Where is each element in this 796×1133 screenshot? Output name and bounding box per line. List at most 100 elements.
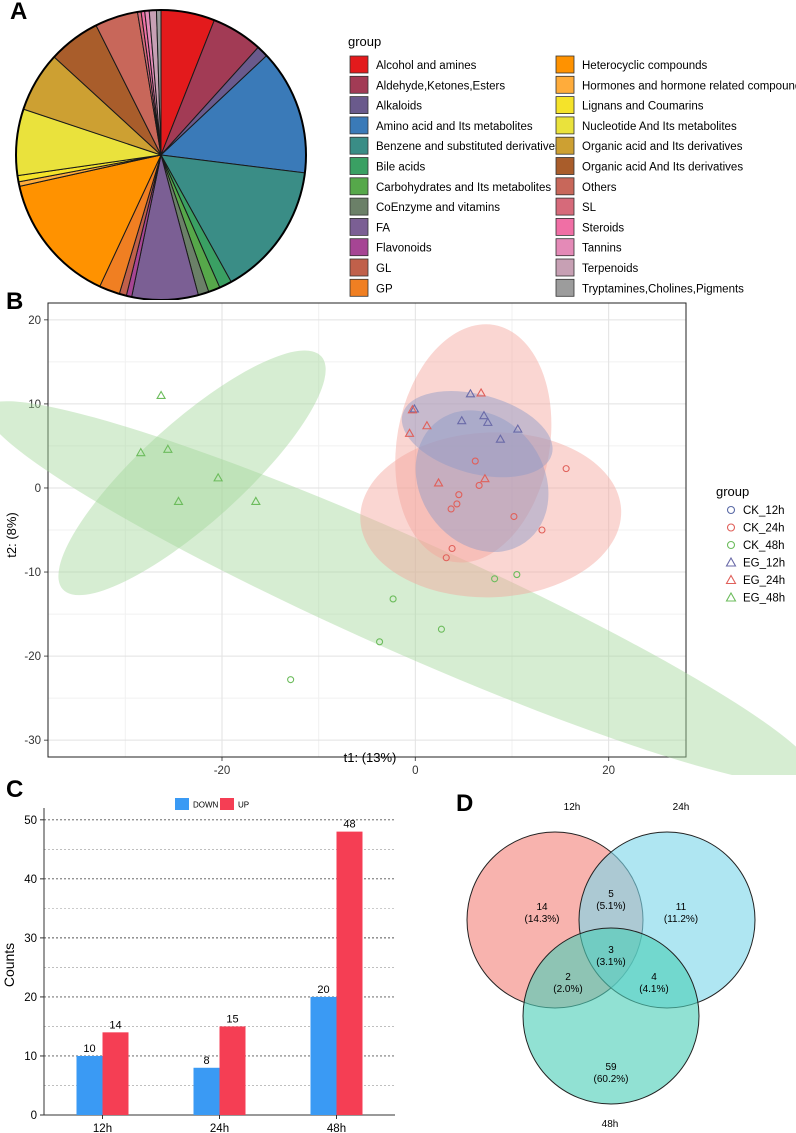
venn-region-12h-24h-48h-count: 3 (608, 945, 614, 956)
bar-ytick-label: 50 (24, 815, 37, 827)
venn-region-24h-48h-percent: (4.1%) (639, 984, 668, 995)
scatter-legend-title: group (716, 484, 749, 499)
venn-region-12h-24h-count: 5 (608, 889, 614, 900)
bar-legend-swatch-down (175, 798, 189, 810)
venn-region-12h-24h-percent: (5.1%) (596, 901, 625, 912)
pie-legend-label-benzene-and-substituted-derivatives: Benzene and substituted derivatives (376, 141, 561, 153)
scatter-legend-marker-eg-24h (725, 574, 737, 585)
bar-legend-label-up: UP (238, 801, 249, 810)
point-ck-24h (442, 554, 450, 562)
bar-category-label-12h: 12h (93, 1123, 112, 1133)
pie-legend-swatch-organic-acid-and-its-derivatives (555, 136, 575, 155)
point-ck-24h (510, 512, 518, 521)
confidence-ellipse-ck-48h (0, 401, 796, 775)
pie-legend-label-aldehyde-ketones-esters: Aldehyde,Ketones,Esters (376, 80, 505, 92)
point-eg-48h (173, 496, 184, 505)
bar-ytick-label: 20 (24, 992, 37, 1004)
pie-legend-swatch-bile-acids (349, 157, 369, 175)
venn-set-label-48h: 48h (602, 1119, 619, 1130)
point-ck-24h (471, 457, 479, 465)
pie-legend-label-others: Others (582, 182, 617, 194)
pie-legend-label-gp: GP (376, 283, 393, 295)
pie-legend-label-organic-acid-and-its-derivatives: Organic acid and Its derivatives (582, 141, 743, 153)
bar-value-label-up-24h: 15 (226, 1013, 238, 1025)
pie-legend-swatch-gp (349, 278, 369, 297)
pie-legend-swatch-coenzyme-and-vitamins (349, 197, 369, 216)
pie-legend-label-alkaloids: Alkaloids (376, 101, 422, 113)
bar-ytick-label: 30 (24, 933, 37, 945)
pie-legend-label-lignans-and-coumarins: Lignans and Coumarins (582, 101, 704, 113)
confidence-ellipse-eg-12h (401, 391, 553, 478)
pie-legend-title: group (348, 34, 381, 49)
bar-y-axis-label: Counts (1, 943, 17, 987)
scatter-legend-label-ck-12h: CK_12h (743, 505, 785, 517)
venn-region-12h-24h-48h-percent: (3.1%) (596, 957, 625, 968)
confidence-ellipse-ck-24h (360, 432, 622, 598)
bar-value-label-up-48h: 48 (343, 819, 355, 831)
pie-legend-label-fa: FA (376, 222, 390, 234)
confidence-ellipse-eg-24h (395, 324, 552, 563)
pie-legend-swatch-fa (349, 217, 369, 236)
pie-legend-label-bile-acids: Bile acids (376, 162, 425, 174)
point-eg-24h (421, 420, 432, 430)
scatter-legend-label-eg-12h: EG_12h (743, 558, 785, 570)
pie-legend-swatch-aldehyde-ketones-esters (349, 75, 369, 94)
pie-legend-label-nucleotide-and-its-metabolites: Nucleotide And Its metabolites (582, 121, 737, 133)
point-eg-12h (495, 434, 506, 443)
bar-up-12h (102, 1032, 129, 1115)
point-eg-24h (433, 477, 444, 487)
scatter-ytick-label: -10 (24, 567, 41, 579)
pie-legend-swatch-carbohydrates-and-its-metabolites (349, 177, 369, 196)
pie-legend-swatch-steroids (555, 217, 575, 236)
point-eg-12h (456, 415, 467, 425)
pie-legend-label-gl: GL (376, 263, 392, 275)
venn-region-12h-48h-count: 2 (565, 972, 571, 983)
pie-legend-swatch-tryptamines-cholines-pigments (555, 278, 575, 297)
bar-ytick-label: 0 (31, 1110, 37, 1122)
bar-chart: 0 10 20 30 40 50 10 14 12h 8 15 24h 20 48 48h Counts DOW… (1, 798, 395, 1133)
pie-outline (15, 9, 307, 300)
pie-legend-label-amino-acid-and-its-metabolites: Amino acid and Its metabolites (376, 121, 533, 133)
bar-down-24h (193, 1067, 220, 1115)
scatter-ytick-label: 0 (35, 483, 41, 495)
point-eg-48h (156, 390, 167, 400)
venn-set-label-24h: 24h (673, 802, 690, 813)
pie-legend-swatch-amino-acid-and-its-metabolites (349, 116, 369, 135)
scatter-xtick-label: -20 (214, 765, 231, 775)
pie-legend-label-heterocyclic-compounds: Heterocyclic compounds (582, 60, 708, 72)
venn-region-48h-count: 59 (605, 1062, 617, 1073)
venn-region-48h-percent: (60.2%) (593, 1074, 628, 1085)
point-eg-24h (404, 428, 415, 437)
scatter-frame (47, 302, 687, 758)
point-eg-12h (479, 410, 489, 420)
venn-region-12h-percent: (14.3%) (524, 914, 559, 925)
point-eg-48h (213, 472, 224, 482)
point-ck-48h (287, 676, 295, 684)
venn-diagram: 12h 24h 48h 14(14.3%) 11(11.2%) 59(60.2%) 5(5.… (466, 802, 756, 1130)
pie-legend-label-sl: SL (582, 202, 597, 214)
pie-legend-swatch-alcohol-and-amines (349, 55, 369, 74)
scatter-y-axis-label: t2: (8%) (4, 512, 19, 558)
venn-region-24h-count: 11 (676, 902, 687, 913)
bar-value-label-down-24h: 8 (203, 1055, 209, 1067)
panel-label-d: D (456, 790, 474, 817)
point-eg-12h (409, 403, 420, 413)
scatter-ytick-label: -30 (24, 735, 41, 747)
point-eg-48h (250, 496, 261, 505)
bar-category-label-48h: 48h (327, 1123, 346, 1133)
point-ck-48h (513, 571, 521, 579)
bar-legend-swatch-up (220, 798, 234, 810)
scatter-legend-marker-eg-48h (725, 591, 737, 602)
pie-legend-label-organic-acid-and-its-derivatives: Organic acid And Its derivatives (582, 162, 743, 174)
point-ck-24h (453, 500, 461, 508)
scatter-legend-marker-ck-24h (726, 523, 736, 532)
point-ck-48h (437, 625, 445, 633)
venn-region-12h-count: 14 (536, 902, 548, 913)
venn-region-24h-48h-count: 4 (651, 972, 657, 983)
venn-region-24h-percent: (11.2%) (664, 914, 698, 925)
bar-value-label-down-48h: 20 (317, 984, 329, 996)
bar-legend-label-down: DOWN (193, 801, 219, 810)
venn-region-12h-48h-percent: (2.0%) (553, 984, 582, 995)
bar-up-24h (219, 1026, 246, 1115)
scatter-x-axis-label: t1: (13%) (344, 750, 397, 765)
